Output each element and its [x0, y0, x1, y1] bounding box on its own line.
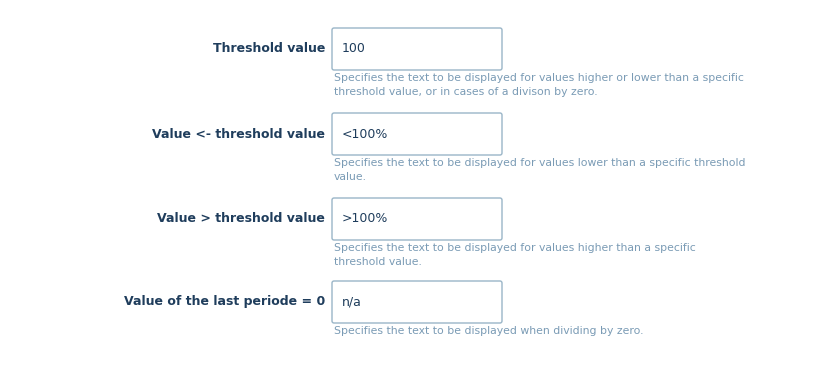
Text: Value <- threshold value: Value <- threshold value [152, 127, 325, 141]
Text: n/a: n/a [342, 295, 361, 309]
Text: 100: 100 [342, 43, 366, 55]
Text: Value of the last periode = 0: Value of the last periode = 0 [123, 295, 325, 309]
Text: Value > threshold value: Value > threshold value [157, 212, 325, 225]
Text: Specifies the text to be displayed for values lower than a specific threshold
va: Specifies the text to be displayed for v… [333, 158, 744, 182]
Text: >100%: >100% [342, 212, 388, 225]
FancyBboxPatch shape [332, 281, 501, 323]
FancyBboxPatch shape [332, 198, 501, 240]
Text: Specifies the text to be displayed when dividing by zero.: Specifies the text to be displayed when … [333, 326, 643, 336]
Text: Specifies the text to be displayed for values higher or lower than a specific
th: Specifies the text to be displayed for v… [333, 73, 743, 97]
FancyBboxPatch shape [332, 28, 501, 70]
Text: Specifies the text to be displayed for values higher than a specific
threshold v: Specifies the text to be displayed for v… [333, 243, 695, 267]
Text: Threshold value: Threshold value [213, 43, 325, 55]
Text: <100%: <100% [342, 127, 388, 141]
FancyBboxPatch shape [332, 113, 501, 155]
